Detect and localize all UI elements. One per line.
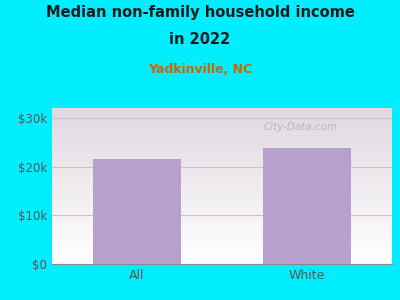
Bar	[263, 148, 351, 264]
Text: in 2022: in 2022	[169, 32, 231, 46]
Text: City-Data.com: City-Data.com	[263, 122, 337, 132]
Text: Median non-family household income: Median non-family household income	[46, 4, 354, 20]
Bar	[93, 159, 181, 264]
Text: Yadkinville, NC: Yadkinville, NC	[148, 63, 252, 76]
